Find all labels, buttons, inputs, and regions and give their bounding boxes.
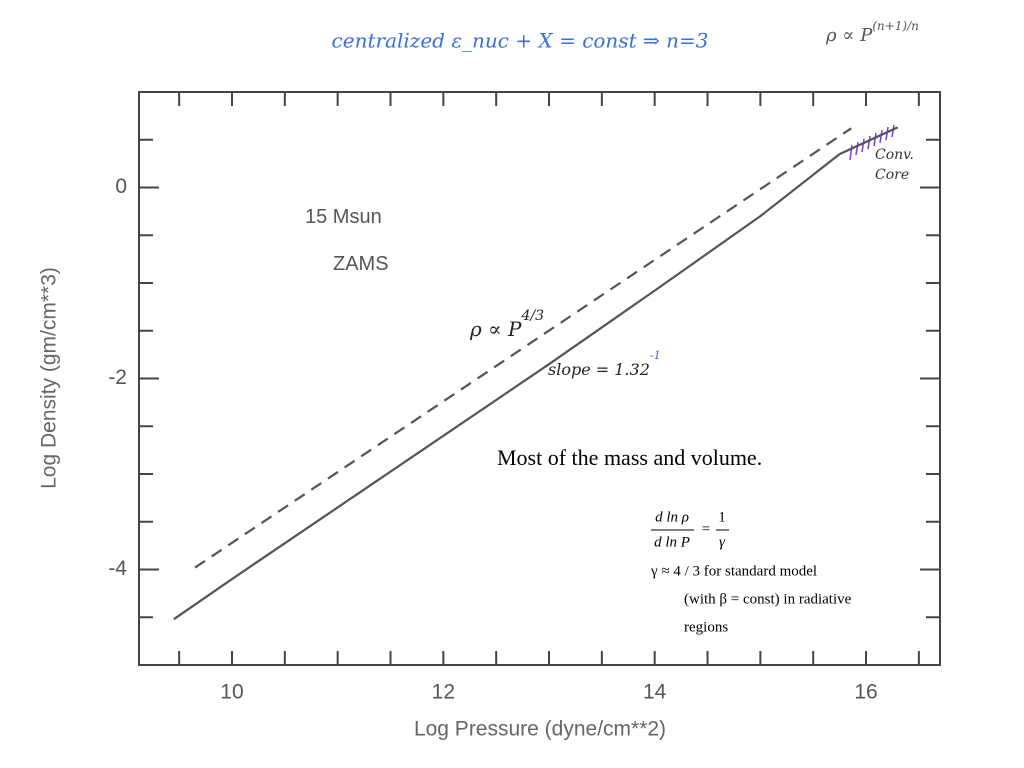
annotation-text: Conv. bbox=[875, 147, 914, 163]
eq-num-right: 1 bbox=[718, 509, 726, 525]
x-tick-label: 10 bbox=[220, 681, 243, 704]
eq-den-left: d ln P bbox=[654, 534, 690, 550]
annotation-sup: -1 bbox=[650, 349, 661, 362]
data-line bbox=[194, 127, 852, 569]
annotation-text: ZAMS bbox=[333, 253, 389, 275]
note: Most of the mass and volume. bbox=[497, 445, 762, 470]
plot-frame bbox=[138, 91, 941, 666]
chart-title: centralized ε_nuc + X = const ⇒ n=3 bbox=[332, 29, 709, 53]
note-line: Most of the mass and volume. bbox=[497, 445, 762, 470]
overlay: Most of the mass and volume. bbox=[497, 445, 762, 470]
y-tick-label: -4 bbox=[108, 557, 127, 580]
eq-line: γ ≈ 4 / 3 for standard model bbox=[650, 563, 817, 579]
annotation: Conv. bbox=[875, 147, 914, 163]
annotation: Core bbox=[875, 167, 909, 183]
y-axis-label: Log Density (gm/cm**3) bbox=[38, 267, 61, 489]
x-tick-label: 14 bbox=[643, 681, 667, 704]
annotation-text: slope = 1.32 bbox=[548, 360, 650, 379]
annotation: slope = 1.32-1 bbox=[548, 349, 661, 379]
eq-line: regions bbox=[684, 619, 728, 635]
data-line bbox=[173, 126, 899, 621]
x-tick-label: 12 bbox=[432, 681, 455, 704]
subtitle-sup: (n+1)/n bbox=[872, 19, 919, 33]
eq-sign: = bbox=[702, 521, 710, 537]
annotation-text: ρ ∝ P bbox=[469, 317, 522, 341]
conv-core-hatch bbox=[849, 124, 895, 161]
annotation-text: Core bbox=[875, 167, 909, 183]
annotation: 15 Msun bbox=[305, 206, 382, 228]
annotation-sup: 4/3 bbox=[520, 308, 544, 324]
equation: d ln ρ d ln P = 1 γ γ ≈ 4 / 3 for standa… bbox=[650, 509, 852, 635]
eq-line: (with β = const) in radiative bbox=[684, 591, 852, 607]
x-axis-label: Log Pressure (dyne/cm**2) bbox=[414, 718, 666, 741]
y-tick-label: -2 bbox=[108, 366, 127, 389]
annotation-text: 15 Msun bbox=[305, 206, 382, 228]
x-tick-label: 16 bbox=[854, 681, 877, 704]
subtitle: ρ ∝ P(n+1)/n bbox=[825, 19, 919, 47]
annotation: ρ ∝ P4/3 bbox=[469, 308, 544, 341]
y-tick-label: 0 bbox=[115, 175, 127, 198]
subtitle-text: ρ ∝ P bbox=[825, 25, 873, 46]
annotation: ZAMS bbox=[333, 253, 389, 275]
eq-den-right: γ bbox=[719, 534, 726, 550]
eq-num-left: d ln ρ bbox=[655, 509, 689, 525]
